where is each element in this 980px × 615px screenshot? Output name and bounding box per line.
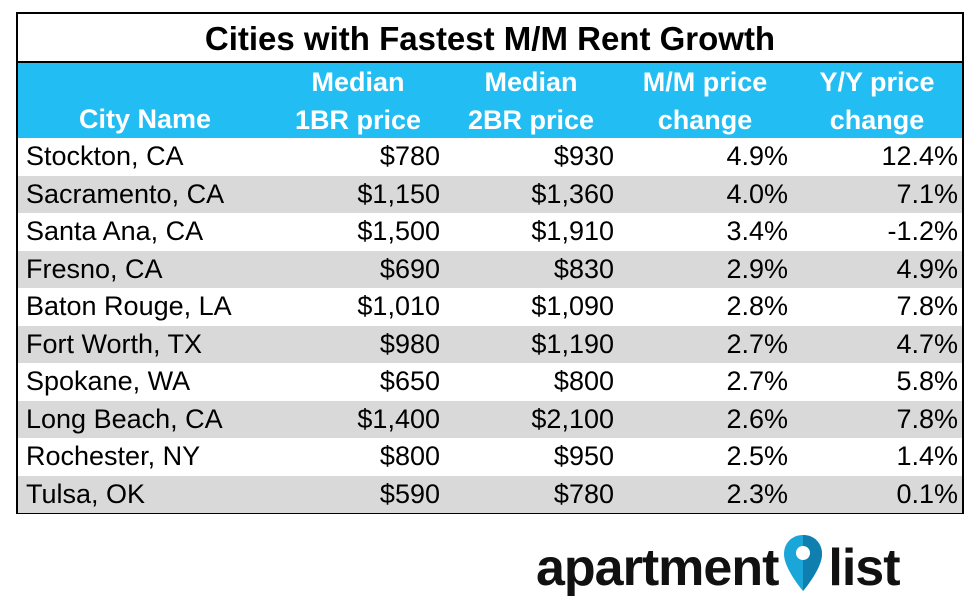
- cell-2br-price: $930: [553, 141, 614, 172]
- cell-yy-change: 7.8%: [896, 403, 958, 434]
- header-city-name: City Name: [18, 63, 272, 138]
- cell-1br-price: $1,150: [357, 178, 440, 209]
- header-mm-line1: M/M price: [642, 66, 768, 97]
- table-row: Stockton, CA $780 $930 4.9% 12.4%: [18, 138, 962, 176]
- cell-yy-change: 0.1%: [896, 478, 958, 509]
- cell-1br-price: $800: [379, 441, 440, 472]
- cell-2br-price: $1,090: [531, 291, 614, 322]
- logo-text-list: list: [828, 539, 900, 597]
- cell-city: Sacramento, CA: [26, 178, 225, 209]
- cell-yy-change: -1.2%: [887, 216, 958, 247]
- cell-1br-price: $1,010: [357, 291, 440, 322]
- apartment-list-logo: apartment list: [536, 530, 966, 606]
- cell-mm-change: 2.7%: [726, 328, 788, 359]
- cell-city: Rochester, NY: [26, 441, 201, 472]
- cell-mm-change: 4.0%: [726, 178, 788, 209]
- cell-mm-change: 2.7%: [726, 366, 788, 397]
- cell-yy-change: 12.4%: [881, 141, 958, 172]
- cell-2br-price: $780: [553, 478, 614, 509]
- cell-1br-price: $1,400: [357, 403, 440, 434]
- cell-mm-change: 2.8%: [726, 291, 788, 322]
- cell-2br-price: $830: [553, 253, 614, 284]
- table-row: Sacramento, CA $1,150 $1,360 4.0% 7.1%: [18, 175, 962, 213]
- header-1br-line2: 1BR price: [294, 104, 422, 135]
- logo-text-apartment: apartment: [536, 539, 779, 597]
- table-row: Tulsa, OK $590 $780 2.3% 0.1%: [18, 475, 962, 513]
- cell-city: Fort Worth, TX: [26, 328, 203, 359]
- header-row: City Name Median 1BR price Median 2BR pric…: [18, 63, 962, 138]
- cell-1br-price: $650: [379, 366, 440, 397]
- header-2br-line1: Median: [484, 66, 578, 97]
- cell-2br-price: $1,190: [531, 328, 614, 359]
- header-mm: M/M price change: [618, 63, 792, 138]
- header-1br-line1: Median: [311, 66, 405, 97]
- cell-mm-change: 2.3%: [726, 478, 788, 509]
- cell-1br-price: $780: [379, 141, 440, 172]
- cell-2br-price: $950: [553, 441, 614, 472]
- header-1br: Median 1BR price: [272, 63, 444, 138]
- cell-yy-change: 5.8%: [896, 366, 958, 397]
- cell-2br-price: $2,100: [531, 403, 614, 434]
- table-body: Stockton, CA $780 $930 4.9% 12.4% Sacramento,…: [18, 138, 962, 513]
- cell-mm-change: 2.6%: [726, 403, 788, 434]
- header-yy: Y/Y price change: [792, 63, 962, 138]
- table-row: Spokane, WA $650 $800 2.7% 5.8%: [18, 363, 962, 401]
- cell-1br-price: $690: [379, 253, 440, 284]
- table-row: Long Beach, CA $1,400 $2,100 2.6% 7.8%: [18, 400, 962, 438]
- table-title: Cities with Fastest M/M Rent Growth: [18, 14, 962, 63]
- cell-city: Tulsa, OK: [26, 478, 146, 509]
- header-yy-line1: Y/Y price: [819, 66, 935, 97]
- cell-city: Stockton, CA: [26, 141, 184, 172]
- cell-city: Spokane, WA: [26, 366, 191, 397]
- header-2br: Median 2BR price: [444, 63, 618, 138]
- header-mm-line2: change: [657, 104, 753, 135]
- header-yy-line2: change: [829, 104, 925, 135]
- cell-yy-change: 7.1%: [896, 178, 958, 209]
- cell-mm-change: 4.9%: [726, 141, 788, 172]
- table-row: Baton Rouge, LA $1,010 $1,090 2.8% 7.8%: [18, 288, 962, 326]
- cell-1br-price: $1,500: [357, 216, 440, 247]
- cell-mm-change: 2.9%: [726, 253, 788, 284]
- cell-2br-price: $1,360: [531, 178, 614, 209]
- cell-yy-change: 1.4%: [896, 441, 958, 472]
- header-city-label: City Name: [78, 104, 212, 134]
- cell-city: Fresno, CA: [26, 253, 163, 284]
- table-row: Rochester, NY $800 $950 2.5% 1.4%: [18, 438, 962, 476]
- cell-2br-price: $1,910: [531, 216, 614, 247]
- cell-yy-change: 4.7%: [896, 328, 958, 359]
- table-row: Santa Ana, CA $1,500 $1,910 3.4% -1.2%: [18, 213, 962, 251]
- cell-city: Long Beach, CA: [26, 403, 223, 434]
- header-2br-line2: 2BR price: [467, 104, 595, 135]
- cell-city: Santa Ana, CA: [26, 216, 204, 247]
- cell-mm-change: 3.4%: [726, 216, 788, 247]
- cell-2br-price: $800: [553, 366, 614, 397]
- rent-growth-table: Cities with Fastest M/M Rent Growth City…: [16, 12, 964, 514]
- cell-yy-change: 7.8%: [896, 291, 958, 322]
- cell-1br-price: $980: [379, 328, 440, 359]
- cell-1br-price: $590: [379, 478, 440, 509]
- cell-yy-change: 4.9%: [896, 253, 958, 284]
- location-pin-icon: [784, 535, 823, 591]
- table-row: Fresno, CA $690 $830 2.9% 4.9%: [18, 250, 962, 288]
- cell-mm-change: 2.5%: [726, 441, 788, 472]
- cell-city: Baton Rouge, LA: [26, 291, 232, 322]
- table-row: Fort Worth, TX $980 $1,190 2.7% 4.7%: [18, 325, 962, 363]
